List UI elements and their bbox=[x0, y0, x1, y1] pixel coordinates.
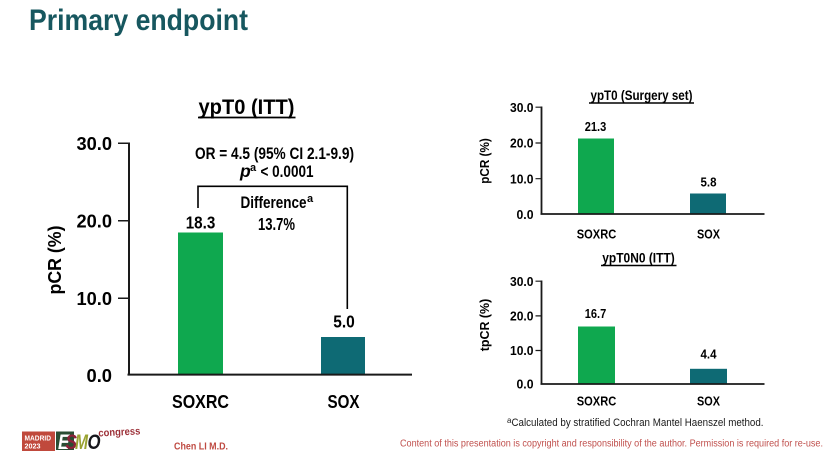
svg-text:21.3: 21.3 bbox=[585, 120, 607, 134]
svg-text:30.0: 30.0 bbox=[77, 133, 113, 154]
svg-text:E: E bbox=[58, 430, 70, 454]
svg-text:13.7%: 13.7% bbox=[258, 214, 295, 234]
svg-text:pCR (%): pCR (%) bbox=[45, 226, 65, 295]
svg-text:16.7: 16.7 bbox=[585, 307, 607, 321]
svg-text:tpCR (%): tpCR (%) bbox=[477, 299, 492, 352]
svg-text:M: M bbox=[75, 430, 89, 454]
svg-text:ypT0N0 (ITT): ypT0N0 (ITT) bbox=[602, 251, 675, 266]
svg-text:MADRID: MADRID bbox=[25, 436, 52, 443]
svg-text:0.0: 0.0 bbox=[87, 365, 113, 386]
svg-text:< 0.0001: < 0.0001 bbox=[261, 162, 314, 181]
svg-text:a: a bbox=[507, 416, 512, 425]
svg-text:0.0: 0.0 bbox=[517, 208, 534, 222]
svg-text:4.4: 4.4 bbox=[701, 348, 717, 362]
svg-text:S: S bbox=[66, 430, 78, 454]
svg-text:ypT0 (Surgery set): ypT0 (Surgery set) bbox=[591, 88, 693, 103]
svg-text:Content of this presentation i: Content of this presentation is copyrigh… bbox=[400, 439, 823, 450]
svg-text:0.0: 0.0 bbox=[517, 378, 534, 392]
svg-text:a: a bbox=[250, 162, 257, 174]
svg-text:Primary endpoint: Primary endpoint bbox=[29, 4, 248, 37]
svg-text:10.0: 10.0 bbox=[510, 344, 534, 358]
svg-text:20.0: 20.0 bbox=[510, 137, 534, 151]
svg-text:SOXRC: SOXRC bbox=[577, 227, 617, 242]
svg-text:20.0: 20.0 bbox=[77, 210, 113, 231]
svg-text:SOX: SOX bbox=[328, 391, 361, 412]
svg-text:10.0: 10.0 bbox=[77, 288, 113, 309]
svg-text:pCR (%): pCR (%) bbox=[477, 138, 492, 184]
svg-text:Chen LI M.D.: Chen LI M.D. bbox=[174, 441, 228, 453]
svg-text:30.0: 30.0 bbox=[510, 275, 534, 289]
svg-text:Difference: Difference bbox=[241, 193, 307, 212]
svg-text:SOX: SOX bbox=[697, 394, 720, 409]
svg-text:2023: 2023 bbox=[25, 444, 41, 451]
svg-text:10.0: 10.0 bbox=[510, 172, 534, 186]
svg-text:SOXRC: SOXRC bbox=[172, 391, 229, 412]
svg-text:Calculated by stratified Cochr: Calculated by stratified Cochran Mantel … bbox=[512, 417, 764, 429]
svg-text:5.8: 5.8 bbox=[701, 176, 717, 190]
svg-text:OR = 4.5 (95% CI 2.1-9.9): OR = 4.5 (95% CI 2.1-9.9) bbox=[195, 144, 354, 163]
svg-text:5.0: 5.0 bbox=[333, 312, 355, 332]
svg-text:O: O bbox=[88, 430, 101, 454]
svg-text:SOXRC: SOXRC bbox=[577, 394, 617, 409]
svg-text:a: a bbox=[307, 193, 314, 205]
svg-text:SOX: SOX bbox=[697, 227, 720, 242]
svg-text:p: p bbox=[239, 161, 251, 181]
svg-text:ypT0 (ITT): ypT0 (ITT) bbox=[199, 96, 295, 119]
svg-text:30.0: 30.0 bbox=[510, 101, 534, 115]
svg-text:congress: congress bbox=[98, 425, 141, 439]
svg-text:18.3: 18.3 bbox=[186, 213, 216, 233]
svg-text:20.0: 20.0 bbox=[510, 310, 534, 324]
